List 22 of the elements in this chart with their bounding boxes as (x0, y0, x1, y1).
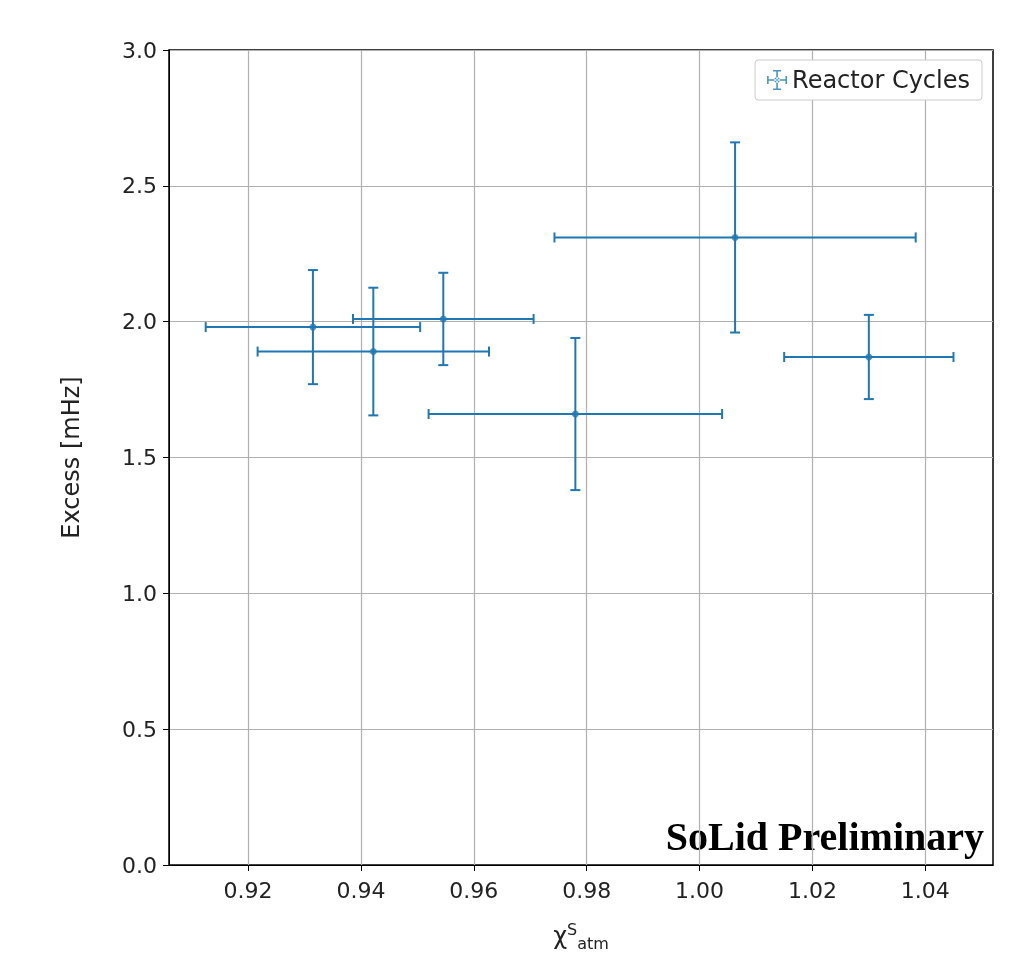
point (369, 348, 377, 356)
x-tick-label: 0.96 (449, 877, 499, 903)
y-tick-label: 1.0 (122, 580, 157, 606)
y-tick-label: 2.0 (122, 309, 157, 335)
x-tick-label: 0.92 (223, 877, 273, 903)
y-tick-label: 2.5 (122, 173, 157, 199)
annotation: SoLid Preliminary (665, 813, 985, 859)
legend-label: Reactor Cycles (792, 66, 970, 94)
x-tick-label: 0.98 (562, 877, 612, 903)
point (731, 233, 739, 241)
y-tick-label: 1.5 (122, 445, 157, 470)
point (439, 315, 447, 323)
point (865, 353, 873, 361)
y-axis-title: Excess [mHz] (57, 376, 85, 539)
y-tick-label: 0.5 (122, 716, 157, 742)
point (571, 410, 579, 418)
x-tick-label: 0.94 (336, 877, 386, 903)
y-tick-label: 3.0 (122, 37, 157, 63)
x-tick-label: 1.00 (675, 877, 725, 903)
x-tick-label: 1.04 (900, 877, 950, 903)
y-tick-label: 0.0 (122, 852, 157, 878)
x-tick-label: 1.02 (787, 877, 837, 903)
